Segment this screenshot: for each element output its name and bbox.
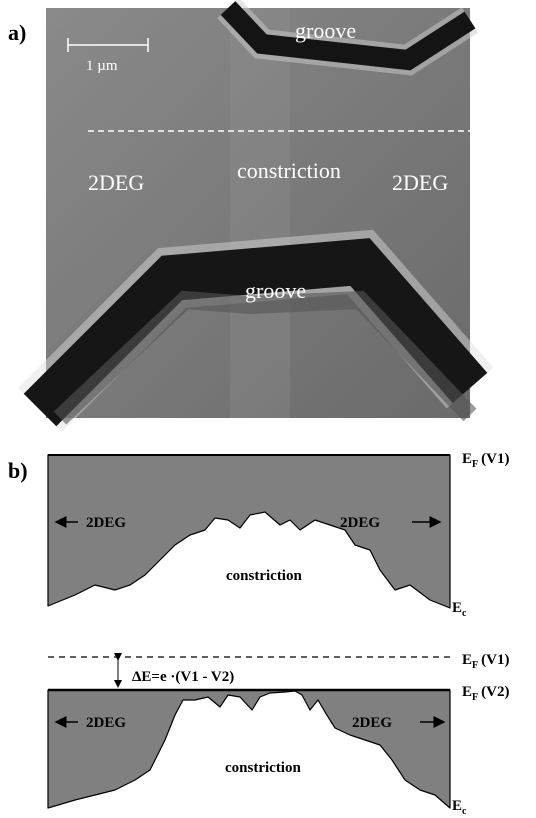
band-profile: [48, 455, 450, 608]
scale-label: 1 µm: [86, 58, 118, 74]
label: groove: [295, 18, 356, 43]
figure: a) 1 µm groove 2DEG constriction 2DEG gr…: [0, 0, 536, 818]
energy-label: Ec: [452, 600, 467, 619]
label: constriction: [225, 760, 301, 776]
energy-label: EF(V2): [462, 684, 509, 703]
panel-label: a): [8, 20, 26, 45]
label: 2DEG: [86, 715, 126, 731]
energy-label: EF(V1): [462, 652, 509, 671]
label: 2DEG: [88, 170, 144, 195]
panel-label: b): [8, 458, 28, 483]
label: groove: [245, 278, 306, 303]
label: ΔE=e ·(V1 - V2): [132, 669, 234, 685]
label: 2DEG: [86, 515, 126, 531]
energy-label: EF(V1): [462, 451, 509, 470]
band-profile: [48, 690, 450, 808]
label: 2DEG: [340, 515, 380, 531]
energy-label: Ec: [452, 798, 467, 817]
label: constriction: [226, 568, 302, 584]
label: 2DEG: [352, 715, 392, 731]
label: constriction: [237, 158, 341, 183]
label: 2DEG: [392, 170, 448, 195]
